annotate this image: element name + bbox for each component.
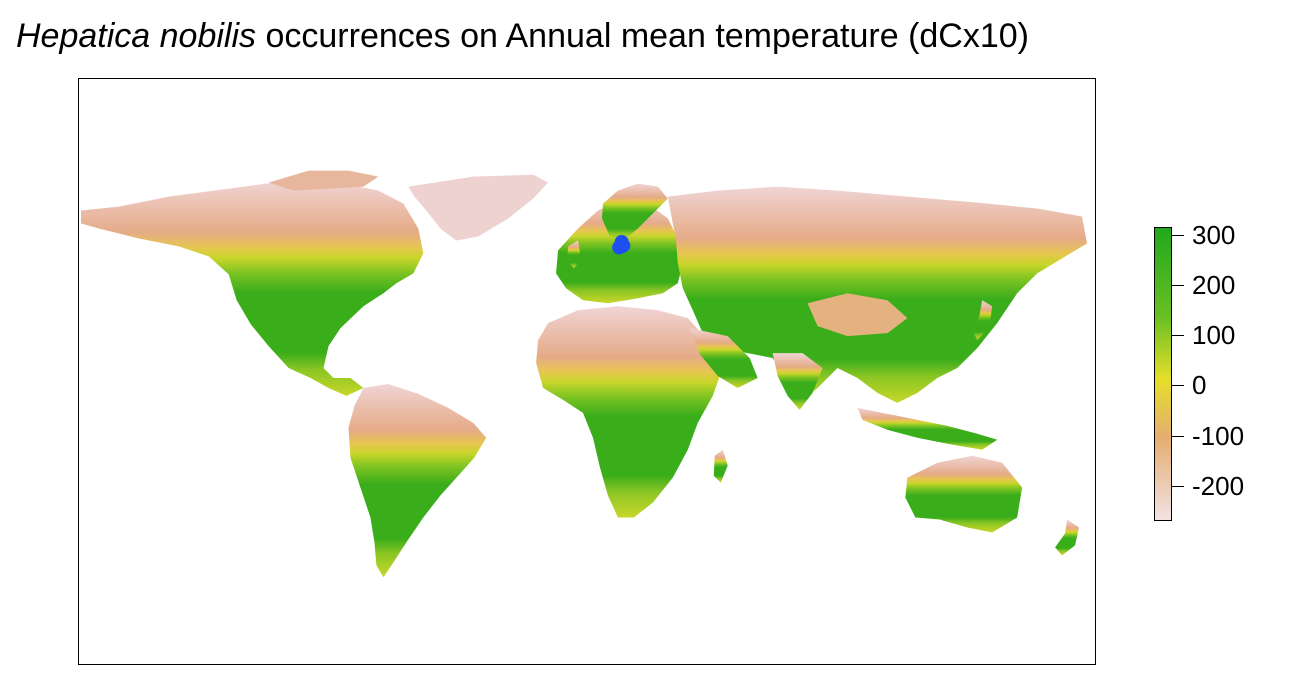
- legend-tick-minus200: [1172, 486, 1184, 487]
- legend-tick-minus100: [1172, 436, 1184, 437]
- legend-tick-300: [1172, 235, 1184, 236]
- indian-subcontinent: [772, 353, 823, 410]
- species-name: Hepatica nobilis: [16, 17, 257, 55]
- legend-label-200: 200: [1192, 270, 1236, 300]
- map-title: Hepatica nobilis occurrences on Annual m…: [16, 14, 1029, 58]
- arabian-peninsula: [689, 328, 758, 388]
- occurrence-points: [612, 234, 631, 255]
- japan: [972, 300, 993, 341]
- map-panel: [78, 78, 1096, 665]
- legend-tick-0: [1172, 385, 1184, 386]
- south-america-landmass: [348, 383, 487, 578]
- new-zealand: [1055, 519, 1080, 556]
- scandinavia-landmass: [601, 183, 668, 241]
- southeast-asia-islands: [857, 407, 998, 450]
- asia-landmass: [667, 186, 1088, 403]
- occurrence-point-4: [615, 239, 630, 254]
- north-america-landmass: [80, 180, 424, 396]
- legend-tick-200: [1172, 285, 1184, 286]
- legend-tick-100: [1172, 335, 1184, 336]
- legend-gradient: [1155, 228, 1171, 520]
- british-isles: [567, 240, 582, 269]
- greenland-landmass: [408, 174, 549, 241]
- legend-label-300: 300: [1192, 220, 1236, 250]
- tibet-plateau: [807, 293, 908, 337]
- title-rest: occurrences on Annual mean temperature (…: [256, 17, 1029, 55]
- australia-landmass: [905, 455, 1023, 533]
- legend-label-minus200: -200: [1192, 471, 1245, 501]
- arctic-islands: [268, 170, 379, 191]
- legend-label-minus100: -100: [1192, 421, 1245, 451]
- africa-landmass: [536, 306, 723, 518]
- legend-label-100: 100: [1192, 320, 1236, 350]
- legend-label-0: 0: [1192, 370, 1207, 400]
- world-temperature-map: [80, 170, 1088, 578]
- color-legend-bar: [1154, 227, 1172, 521]
- madagascar: [713, 449, 728, 483]
